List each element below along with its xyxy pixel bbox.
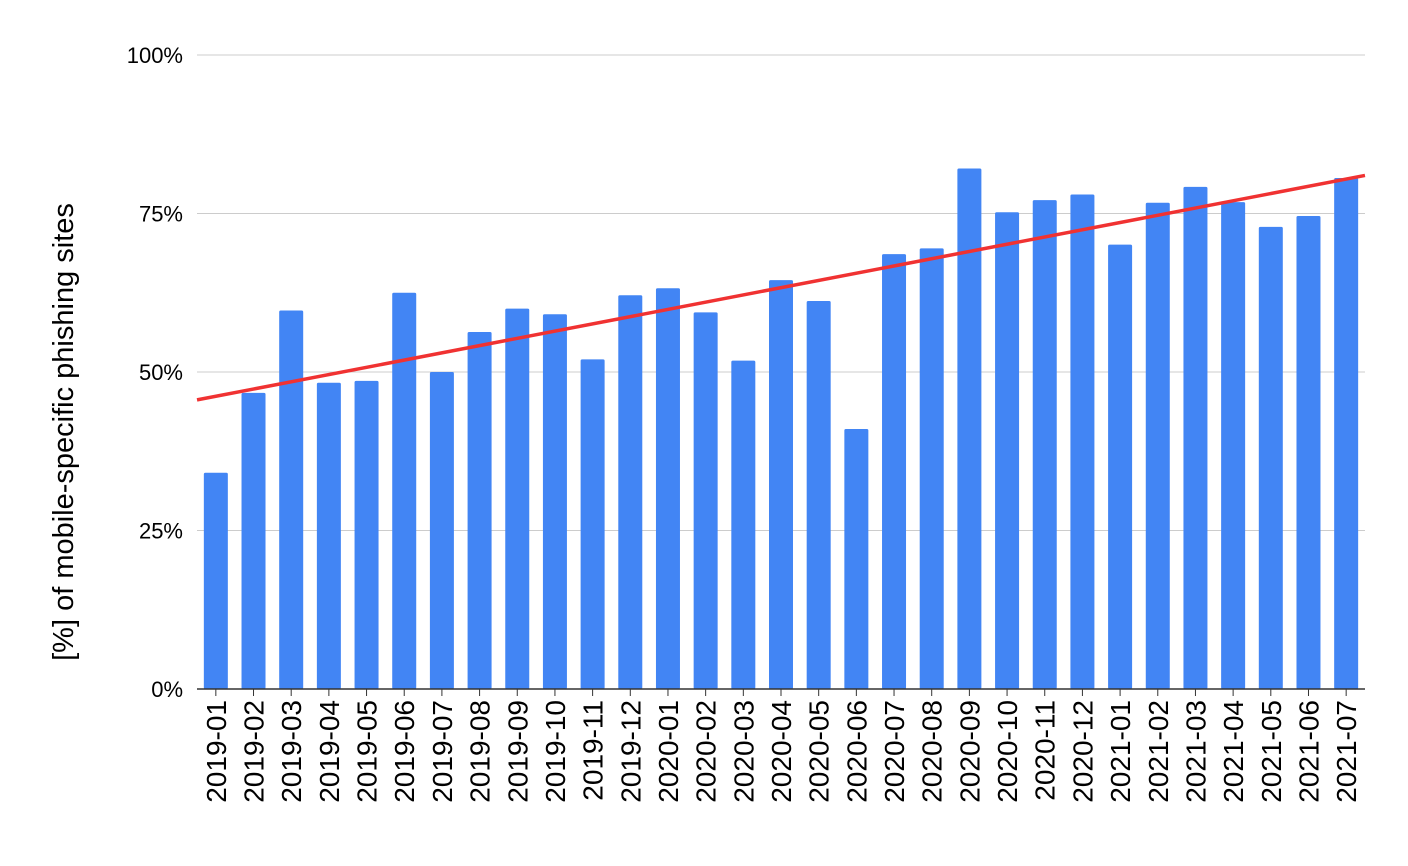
- bar: [1296, 216, 1321, 689]
- y-tick-label: 50%: [139, 360, 183, 385]
- x-tick-label: 2021-01: [1105, 700, 1136, 803]
- x-tick-label: 2021-05: [1256, 700, 1287, 803]
- x-tick-label: 2021-02: [1143, 700, 1174, 803]
- bar: [882, 254, 907, 690]
- x-tick-label: 2020-09: [954, 700, 985, 803]
- bar: [203, 472, 228, 689]
- bar: [580, 359, 605, 689]
- trendline: [196, 173, 1366, 402]
- bar: [957, 168, 982, 690]
- bar: [1258, 226, 1283, 689]
- x-tick-label: 2021-06: [1293, 700, 1324, 803]
- bar: [806, 300, 831, 689]
- bar: [844, 429, 869, 689]
- x-tick-label: 2020-03: [728, 700, 759, 803]
- x-tick-label: 2019-05: [352, 700, 383, 803]
- bar: [1183, 186, 1208, 689]
- x-tick-label: 2019-09: [502, 700, 533, 803]
- bar: [731, 360, 756, 689]
- bar: [316, 382, 341, 689]
- y-axis-label: [%] of mobile-specific phishing sites: [48, 203, 80, 661]
- bar: [769, 280, 793, 689]
- bar: [505, 308, 530, 689]
- x-tick-label: 2021-04: [1218, 700, 1249, 803]
- bar: [1108, 244, 1133, 690]
- x-tick-label: 2020-06: [841, 700, 872, 803]
- x-tick-label: 2019-11: [578, 700, 609, 801]
- bar: [354, 380, 379, 689]
- x-tick-labels: 2019-01 2019-02 2019-03 2019-04 2019-05 2019-…: [201, 700, 1362, 803]
- bar: [1070, 194, 1095, 690]
- x-tick-label: 2019-06: [389, 700, 420, 803]
- bar: [1145, 202, 1170, 690]
- x-tick-label: 2019-04: [314, 700, 345, 803]
- trendline-layer: [196, 173, 1366, 402]
- bar: [693, 312, 718, 689]
- bars: [203, 168, 1359, 690]
- x-tick-label: 2020-10: [992, 700, 1023, 803]
- bar: [1032, 200, 1057, 689]
- x-tick-label: 2021-03: [1180, 700, 1211, 803]
- bar: [429, 372, 454, 689]
- bar: [279, 310, 304, 689]
- x-tick-label: 2019-01: [201, 700, 232, 803]
- bar: [655, 288, 680, 689]
- x-tick-label: 2021-07: [1331, 700, 1362, 803]
- x-tick-label: 2020-12: [1067, 700, 1098, 803]
- x-tick-label: 2019-02: [239, 700, 270, 803]
- bar: [995, 212, 1020, 689]
- x-tick-label: 2019-12: [615, 700, 646, 803]
- y-tick-labels: 0% 25% 50% 75% 100%: [127, 43, 183, 702]
- x-tick-label: 2020-04: [766, 700, 797, 803]
- bar: [618, 295, 643, 689]
- x-tick-label: 2020-02: [691, 700, 722, 803]
- axes: [197, 688, 1365, 696]
- x-tick-label: 2020-11: [1030, 700, 1061, 801]
- x-tick-label: 2020-05: [804, 700, 835, 803]
- x-tick-label: 2020-08: [917, 700, 948, 803]
- bar: [542, 314, 567, 689]
- bar: [1221, 202, 1246, 689]
- x-tick-label: 2019-07: [427, 700, 458, 803]
- bar: [919, 248, 944, 689]
- y-tick-label: 100%: [127, 43, 183, 68]
- bar: [1334, 177, 1359, 689]
- y-tick-label: 0%: [151, 677, 183, 702]
- bar: [467, 332, 492, 689]
- x-tick-label: 2019-03: [276, 700, 307, 803]
- x-tick-label: 2020-01: [653, 700, 684, 803]
- x-tick-label: 2020-07: [879, 700, 910, 803]
- y-tick-label: 75%: [139, 202, 183, 227]
- x-tick-label: 2019-10: [540, 700, 571, 803]
- x-tick-label: 2019-08: [465, 700, 496, 803]
- bar: [392, 292, 417, 689]
- y-tick-label: 25%: [139, 519, 183, 544]
- bar: [241, 392, 266, 689]
